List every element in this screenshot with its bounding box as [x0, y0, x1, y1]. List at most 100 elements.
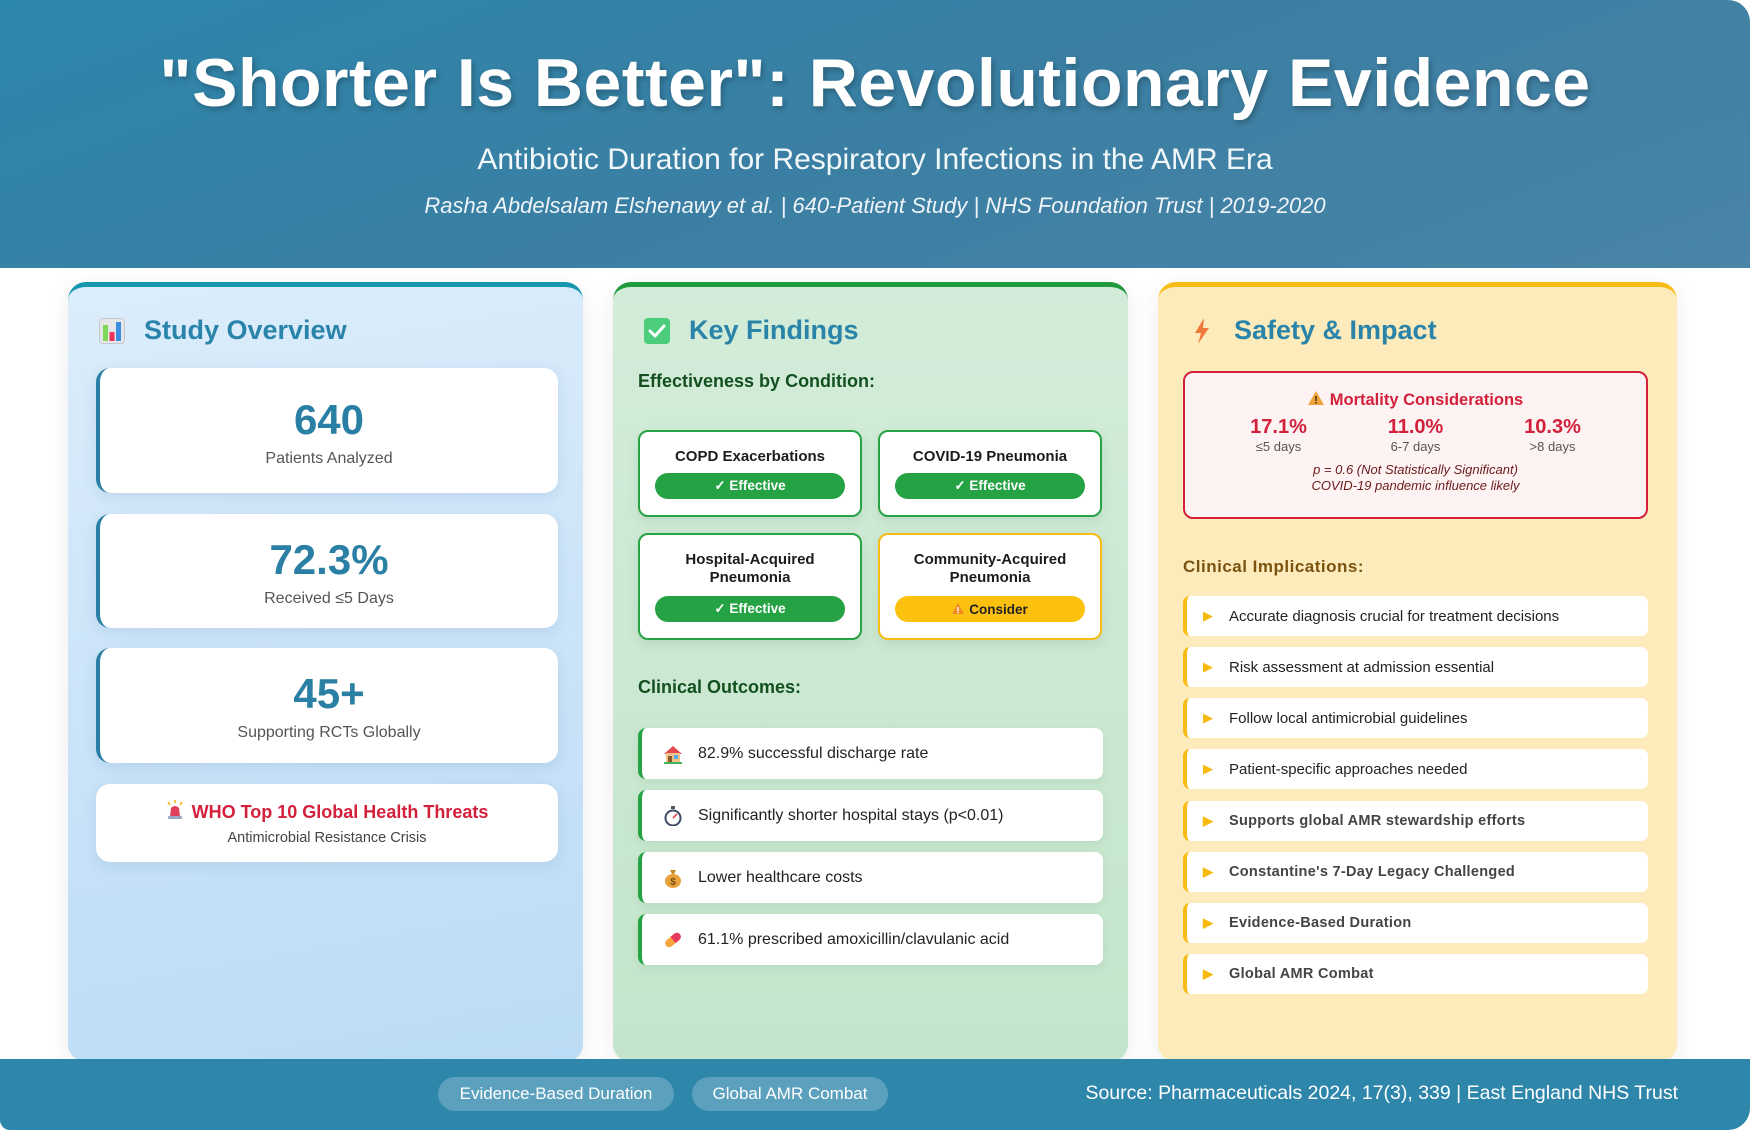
condition-card-hap: Hospital-Acquired Pneumonia ✓ Effective [638, 533, 862, 640]
condition-name: COPD Exacerbations [674, 448, 826, 465]
footer-bar: Evidence-Based Duration Global AMR Comba… [0, 1059, 1750, 1130]
money-bag-icon: $ [662, 868, 684, 888]
p-value-note: p = 0.6 (Not Statistically Significant) [1313, 462, 1518, 477]
clinical-outcomes-heading: Clinical Outcomes: [638, 677, 802, 697]
mortality-stats: 17.1% ≤5 days 11.0% 6-7 days 10.3% >8 da… [1185, 410, 1646, 454]
stat-value: 640 [293, 396, 365, 443]
mortality-stat: 11.0% 6-7 days [1356, 416, 1476, 454]
mortality-note: p = 0.6 (Not Statistically Significant) … [1185, 462, 1646, 494]
stat-value: 72.3% [269, 536, 389, 583]
implication-item: ▶ Patient-specific approaches needed [1183, 749, 1648, 789]
lightning-icon [1188, 317, 1216, 345]
author-byline: Rasha Abdelsalam Elshenawy et al. | 640-… [424, 193, 1326, 218]
outcome-text: Lower healthcare costs [698, 868, 863, 886]
implication-text: Patient-specific approaches needed [1229, 760, 1468, 778]
arrow-icon: ▶ [1203, 813, 1214, 828]
footer-tag-amr[interactable]: Global AMR Combat [692, 1077, 888, 1111]
svg-text:$: $ [670, 877, 676, 888]
who-alert-box: WHO Top 10 Global Health Threats Antimic… [96, 784, 558, 862]
implication-item: ▶ Evidence-Based Duration [1183, 903, 1648, 943]
arrow-icon: ▶ [1203, 966, 1214, 981]
implication-item: ▶ Risk assessment at admission essential [1183, 647, 1648, 687]
stat-label: Supporting RCTs Globally [237, 724, 421, 741]
source-citation: Source: Pharmaceuticals 2024, 17(3), 339… [1085, 1082, 1678, 1104]
stat-label: Patients Analyzed [265, 450, 393, 467]
outcome-text: Significantly shorter hospital stays (p<… [698, 806, 1004, 824]
footer-tag-evidence[interactable]: Evidence-Based Duration [438, 1077, 674, 1111]
stat-value: 45+ [293, 670, 365, 717]
bar-chart-icon [98, 317, 126, 345]
outcome-item: $ Lower healthcare costs [638, 852, 1103, 903]
study-overview-heading: Study Overview [98, 315, 347, 346]
outcome-text: 82.9% successful discharge rate [698, 744, 929, 762]
implication-item: ▶ Supports global AMR stewardship effort… [1183, 801, 1648, 841]
implication-text: Global AMR Combat [1229, 966, 1374, 982]
status-badge-label: Consider [969, 601, 1028, 617]
mortality-title: Mortality Considerations [1329, 391, 1524, 409]
status-badge: Consider [895, 596, 1085, 622]
key-findings-title: Key Findings [689, 315, 859, 345]
status-badge: ✓ Effective [895, 473, 1085, 499]
effectiveness-heading: Effectiveness by Condition: [638, 371, 876, 391]
mortality-label: 6-7 days [1390, 439, 1441, 454]
mortality-label: >8 days [1529, 439, 1576, 454]
mortality-box: Mortality Considerations 17.1% ≤5 days 1… [1183, 371, 1648, 519]
implication-text: Accurate diagnosis crucial for treatment… [1229, 607, 1560, 625]
arrow-icon: ▶ [1203, 608, 1213, 623]
status-badge: ✓ Effective [655, 473, 845, 499]
outcome-text: 61.1% prescribed amoxicillin/clavulanic … [698, 930, 1010, 948]
condition-card-cap: Community-Acquired Pneumonia Consider [878, 533, 1102, 640]
mortality-value: 10.3% [1524, 416, 1581, 438]
stat-label: Received ≤5 Days [264, 590, 394, 607]
safety-heading: Safety & Impact [1188, 315, 1437, 346]
stopwatch-icon [662, 805, 684, 826]
condition-name: COVID-19 Pneumonia [912, 448, 1068, 465]
implication-item: ▶ Follow local antimicrobial guidelines [1183, 698, 1648, 738]
safety-title: Safety & Impact [1234, 315, 1437, 345]
arrow-icon: ▶ [1203, 659, 1213, 674]
condition-card-covid: COVID-19 Pneumonia ✓ Effective [878, 430, 1102, 517]
implication-text: Evidence-Based Duration [1229, 915, 1412, 931]
stat-card-rcts: 45+ Supporting RCTs Globally [96, 648, 558, 763]
implication-text: Constantine's 7-Day Legacy Challenged [1229, 864, 1516, 880]
implication-item: ▶ Global AMR Combat [1183, 954, 1648, 994]
arrow-icon: ▶ [1203, 761, 1213, 776]
study-overview-card: Study Overview 640 Patients Analyzed 72.… [68, 282, 583, 1062]
stat-card-patients: 640 Patients Analyzed [96, 368, 558, 493]
page-title: "Shorter Is Better": Revolutionary Evide… [159, 45, 1591, 121]
condition-name: Community-Acquired Pneumonia [913, 551, 1067, 586]
status-badge: ✓ Effective [655, 596, 845, 622]
arrow-icon: ▶ [1203, 915, 1214, 930]
warning-icon [952, 602, 965, 617]
key-findings-card: Key Findings Effectiveness by Condition:… [613, 282, 1128, 1062]
check-box-icon [643, 317, 671, 345]
implication-text: Supports global AMR stewardship efforts [1229, 813, 1526, 829]
who-alert-subtitle: Antimicrobial Resistance Crisis [227, 830, 427, 846]
mortality-stat: 10.3% >8 days [1493, 416, 1613, 454]
clinical-implications-heading: Clinical Implications: [1183, 557, 1365, 576]
implication-item: ▶ Constantine's 7-Day Legacy Challenged [1183, 852, 1648, 892]
implication-text: Risk assessment at admission essential [1229, 658, 1495, 676]
pill-icon [662, 930, 684, 950]
warning-icon [1307, 391, 1324, 410]
outcome-item: Significantly shorter hospital stays (p<… [638, 790, 1103, 841]
header-banner: "Shorter Is Better": Revolutionary Evide… [0, 0, 1750, 268]
condition-card-copd: COPD Exacerbations ✓ Effective [638, 430, 862, 517]
condition-name: Hospital-Acquired Pneumonia [685, 551, 815, 586]
implication-text: Follow local antimicrobial guidelines [1229, 709, 1468, 727]
outcome-item: 61.1% prescribed amoxicillin/clavulanic … [638, 914, 1103, 965]
arrow-icon: ▶ [1203, 864, 1214, 879]
covid-note: COVID-19 pandemic influence likely [1311, 478, 1520, 493]
mortality-value: 17.1% [1250, 416, 1307, 438]
implication-item: ▶ Accurate diagnosis crucial for treatme… [1183, 596, 1648, 636]
mortality-stat: 17.1% ≤5 days [1219, 416, 1339, 454]
arrow-icon: ▶ [1203, 710, 1213, 725]
stat-card-duration: 72.3% Received ≤5 Days [96, 514, 558, 628]
safety-impact-card: Safety & Impact Mortality Considerations… [1158, 282, 1677, 1062]
key-findings-heading: Key Findings [643, 315, 859, 346]
page-subtitle: Antibiotic Duration for Respiratory Infe… [477, 143, 1273, 176]
house-icon [662, 744, 684, 764]
siren-icon [166, 800, 184, 825]
mortality-value: 11.0% [1387, 416, 1444, 438]
